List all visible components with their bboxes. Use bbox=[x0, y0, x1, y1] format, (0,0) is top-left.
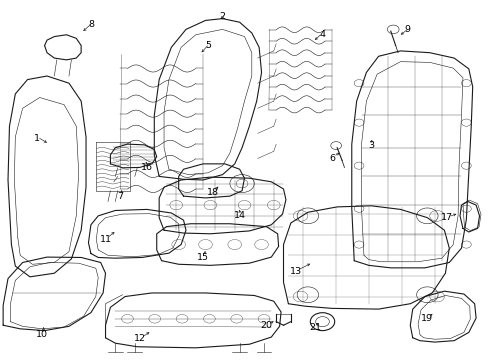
Text: 1: 1 bbox=[34, 134, 40, 143]
Text: 15: 15 bbox=[197, 253, 209, 262]
Text: 19: 19 bbox=[421, 314, 432, 323]
Text: 6: 6 bbox=[328, 154, 335, 163]
Text: 4: 4 bbox=[319, 30, 325, 39]
Text: 16: 16 bbox=[141, 163, 153, 172]
Text: 14: 14 bbox=[233, 211, 245, 220]
Text: 18: 18 bbox=[206, 188, 218, 197]
Text: 8: 8 bbox=[88, 19, 94, 28]
Text: 20: 20 bbox=[260, 321, 272, 330]
Text: 17: 17 bbox=[440, 213, 452, 222]
Text: 13: 13 bbox=[289, 267, 301, 276]
Text: 3: 3 bbox=[367, 141, 374, 150]
Text: 2: 2 bbox=[219, 12, 225, 21]
Text: 11: 11 bbox=[100, 235, 111, 244]
Text: 10: 10 bbox=[36, 330, 48, 339]
Text: 7: 7 bbox=[117, 192, 123, 201]
Text: 9: 9 bbox=[404, 25, 410, 34]
Text: 21: 21 bbox=[308, 323, 321, 332]
Text: 12: 12 bbox=[133, 334, 145, 343]
Text: 5: 5 bbox=[204, 41, 210, 50]
